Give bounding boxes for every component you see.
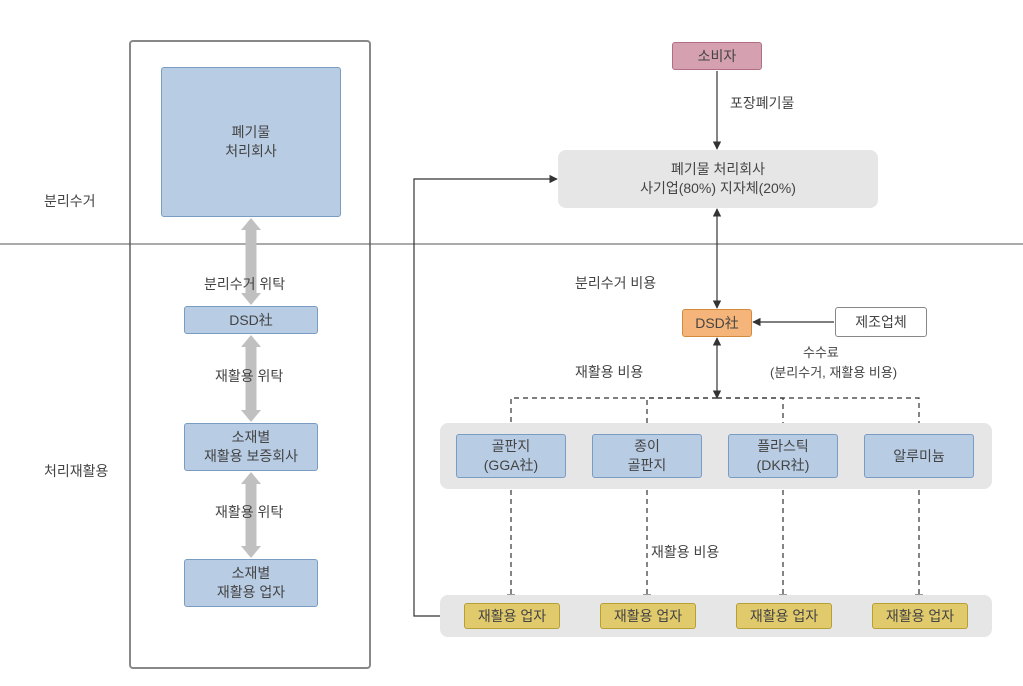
left-node-guarantee: 소재별 재활용 보증회사 xyxy=(184,423,318,471)
text-line: 재활용 업자 xyxy=(217,583,285,602)
text-line: 제조업체 xyxy=(855,313,907,332)
right-label-recycle-fee-2: 재활용 비용 xyxy=(651,542,719,562)
right-label-fee-1: 수수료 xyxy=(803,342,839,361)
text-line: DSD社 xyxy=(229,311,273,330)
recycler-1: 재활용 업자 xyxy=(464,603,560,629)
text-line: 폐기물 xyxy=(232,123,271,142)
material-aluminum: 알루미늄 xyxy=(864,434,974,478)
text-line: 골판지 xyxy=(628,456,667,475)
text-line: DSD社 xyxy=(695,314,739,333)
right-label-collect-fee: 분리수거 비용 xyxy=(575,273,656,293)
recycler-2: 재활용 업자 xyxy=(600,603,696,629)
text-line: 사기업(80%) 지자체(20%) xyxy=(640,179,796,198)
text-line: 처리회사 xyxy=(225,142,277,161)
section-label-top: 분리수거 xyxy=(44,191,96,211)
text-line: 재활용 업자 xyxy=(886,607,954,626)
text-line: 소재별 xyxy=(232,564,271,583)
text-line: 재활용 업자 xyxy=(478,607,546,626)
connector-layer xyxy=(0,0,1023,686)
text-line: 알루미늄 xyxy=(893,447,945,466)
left-node-dsd: DSD社 xyxy=(184,306,318,334)
left-edge-label-2: 재활용 위탁 xyxy=(215,366,283,386)
material-paper: 종이 골판지 xyxy=(592,434,702,478)
text-line: 폐기물 처리회사 xyxy=(671,160,765,179)
material-plastic: 플라스틱 (DKR社) xyxy=(728,434,838,478)
right-node-dsd: DSD社 xyxy=(682,309,752,337)
text-line: 재활용 업자 xyxy=(614,607,682,626)
recycler-4: 재활용 업자 xyxy=(872,603,968,629)
right-label-recycle-fee: 재활용 비용 xyxy=(575,362,643,382)
right-edge-consumer: 포장폐기물 xyxy=(730,93,794,113)
diagram-stage: 분리수거 처리재활용 폐기물 처리회사 분리수거 위탁 DSD社 재활용 위탁 … xyxy=(0,0,1023,686)
right-node-manufacturer: 제조업체 xyxy=(835,307,927,337)
text-line: 소재별 xyxy=(232,428,271,447)
left-node-waste-company: 폐기물 처리회사 xyxy=(161,67,341,217)
right-node-consumer: 소비자 xyxy=(672,42,762,70)
left-node-recycler: 소재별 재활용 업자 xyxy=(184,559,318,607)
left-edge-label-1: 분리수거 위탁 xyxy=(204,274,285,294)
text-line: 플라스틱 xyxy=(757,437,809,456)
text-line: 재활용 업자 xyxy=(750,607,818,626)
right-label-fee-2: (분리수거, 재활용 비용) xyxy=(770,362,897,381)
recycler-3: 재활용 업자 xyxy=(736,603,832,629)
text-line: 재활용 보증회사 xyxy=(204,447,298,466)
text-line: 골판지 xyxy=(492,437,531,456)
material-cardboard: 골판지 (GGA社) xyxy=(456,434,566,478)
left-edge-label-3: 재활용 위탁 xyxy=(215,502,283,522)
text-line: (DKR社) xyxy=(757,456,810,475)
text-line: (GGA社) xyxy=(484,456,538,475)
text-line: 소비자 xyxy=(698,47,737,66)
right-node-collector: 폐기물 처리회사 사기업(80%) 지자체(20%) xyxy=(558,150,878,208)
text-line: 종이 xyxy=(634,437,660,456)
section-label-bottom: 처리재활용 xyxy=(44,461,108,481)
